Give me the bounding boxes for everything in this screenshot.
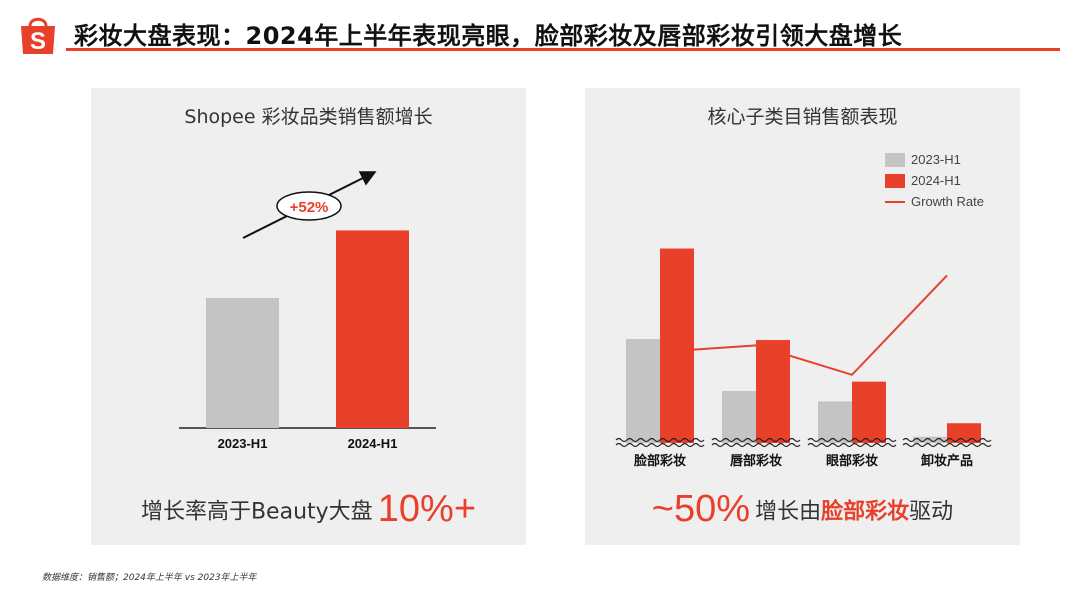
legend-item-2024: 2024-H1 [885,173,984,194]
growth-rate-line [660,274,948,376]
legend-swatch-line [885,201,905,203]
right-footer-text-2: 驱动 [909,499,954,525]
left-bar-chart: +52% 2023-H1 2024-H1 [179,171,436,451]
right-bar-2023-H1-唇部彩妆 [722,391,756,443]
left-tick-label: 2024-H1 [348,436,398,451]
title-underline [66,48,1060,51]
right-bar-2024-H1-唇部彩妆 [756,340,790,443]
axis-break-wave [902,442,992,448]
left-footer-text: 增长率高于Beauty大盘 [140,499,373,525]
axis-break-wave [615,442,705,448]
growth-badge-label: +52% [290,199,329,216]
axis-break-wave [902,437,992,443]
right-chart-legend: 2023-H1 2024-H1 Growth Rate [885,152,984,215]
right-footer-text-1: 增长由 [755,499,822,525]
left-bar-2024-H1 [336,230,409,428]
legend-swatch-orange [885,174,905,188]
axis-break-2 [807,437,897,448]
page-title: 彩妆大盘表现：2024年上半年表现亮眼，脸部彩妆及唇部彩妆引领大盘增长 [74,22,903,50]
left-footer: 增长率高于Beauty大盘 10%+ [91,488,526,531]
axis-break-0 [615,437,705,448]
logo-letter: S [30,28,46,55]
legend-swatch-grey [885,153,905,167]
left-footer-value: 10%+ [377,488,477,530]
axis-break-wave [711,442,801,448]
right-bar-chart: 脸部彩妆 唇部彩妆 眼部彩妆 卸妆产品 [615,248,992,469]
legend-item-growth: Growth Rate [885,194,984,215]
left-tick-label: 2023-H1 [218,436,268,451]
axis-break-wave [711,437,801,443]
source-note: 数据维度：销售额；2024年上半年 vs 2023年上半年 [42,573,257,583]
legend-item-2023: 2023-H1 [885,152,984,173]
right-tick-label: 脸部彩妆 [634,453,686,469]
axis-break-3 [902,437,992,448]
axis-break-wave [807,437,897,443]
shopee-logo: S [21,17,55,55]
axis-break-1 [711,437,801,448]
legend-label-growth: Growth Rate [911,194,984,209]
left-chart-panel: Shopee 彩妆品类销售额增长 +52% 2023-H1 2024-H1 增长率… [91,88,526,545]
right-bar-2023-H1-脸部彩妆 [626,339,660,443]
right-chart-panel: 核心子类目销售额表现 2023-H1 2024-H1 Growth Rate 脸… [585,88,1020,545]
right-tick-label: 眼部彩妆 [826,453,878,469]
right-bar-2024-H1-眼部彩妆 [852,381,886,443]
right-footer: ~50% 增长由脸部彩妆驱动 [585,488,1020,531]
right-chart-title: 核心子类目销售额表现 [707,106,898,128]
right-bar-2023-H1-眼部彩妆 [818,401,852,443]
axis-break-wave [615,437,705,443]
right-tick-label: 卸妆产品 [921,453,973,469]
right-footer-value: ~50% [651,488,751,530]
right-bar-2024-H1-脸部彩妆 [660,248,694,443]
legend-label-2024: 2024-H1 [911,173,961,188]
axis-break-wave [807,442,897,448]
legend-label-2023: 2023-H1 [911,152,961,167]
right-tick-label: 唇部彩妆 [730,453,782,469]
growth-badge-oval [276,191,342,221]
left-bar-2023-H1 [206,298,279,428]
right-footer-accent: 脸部彩妆 [821,499,910,525]
left-chart-title: Shopee 彩妆品类销售额增长 [184,106,433,128]
